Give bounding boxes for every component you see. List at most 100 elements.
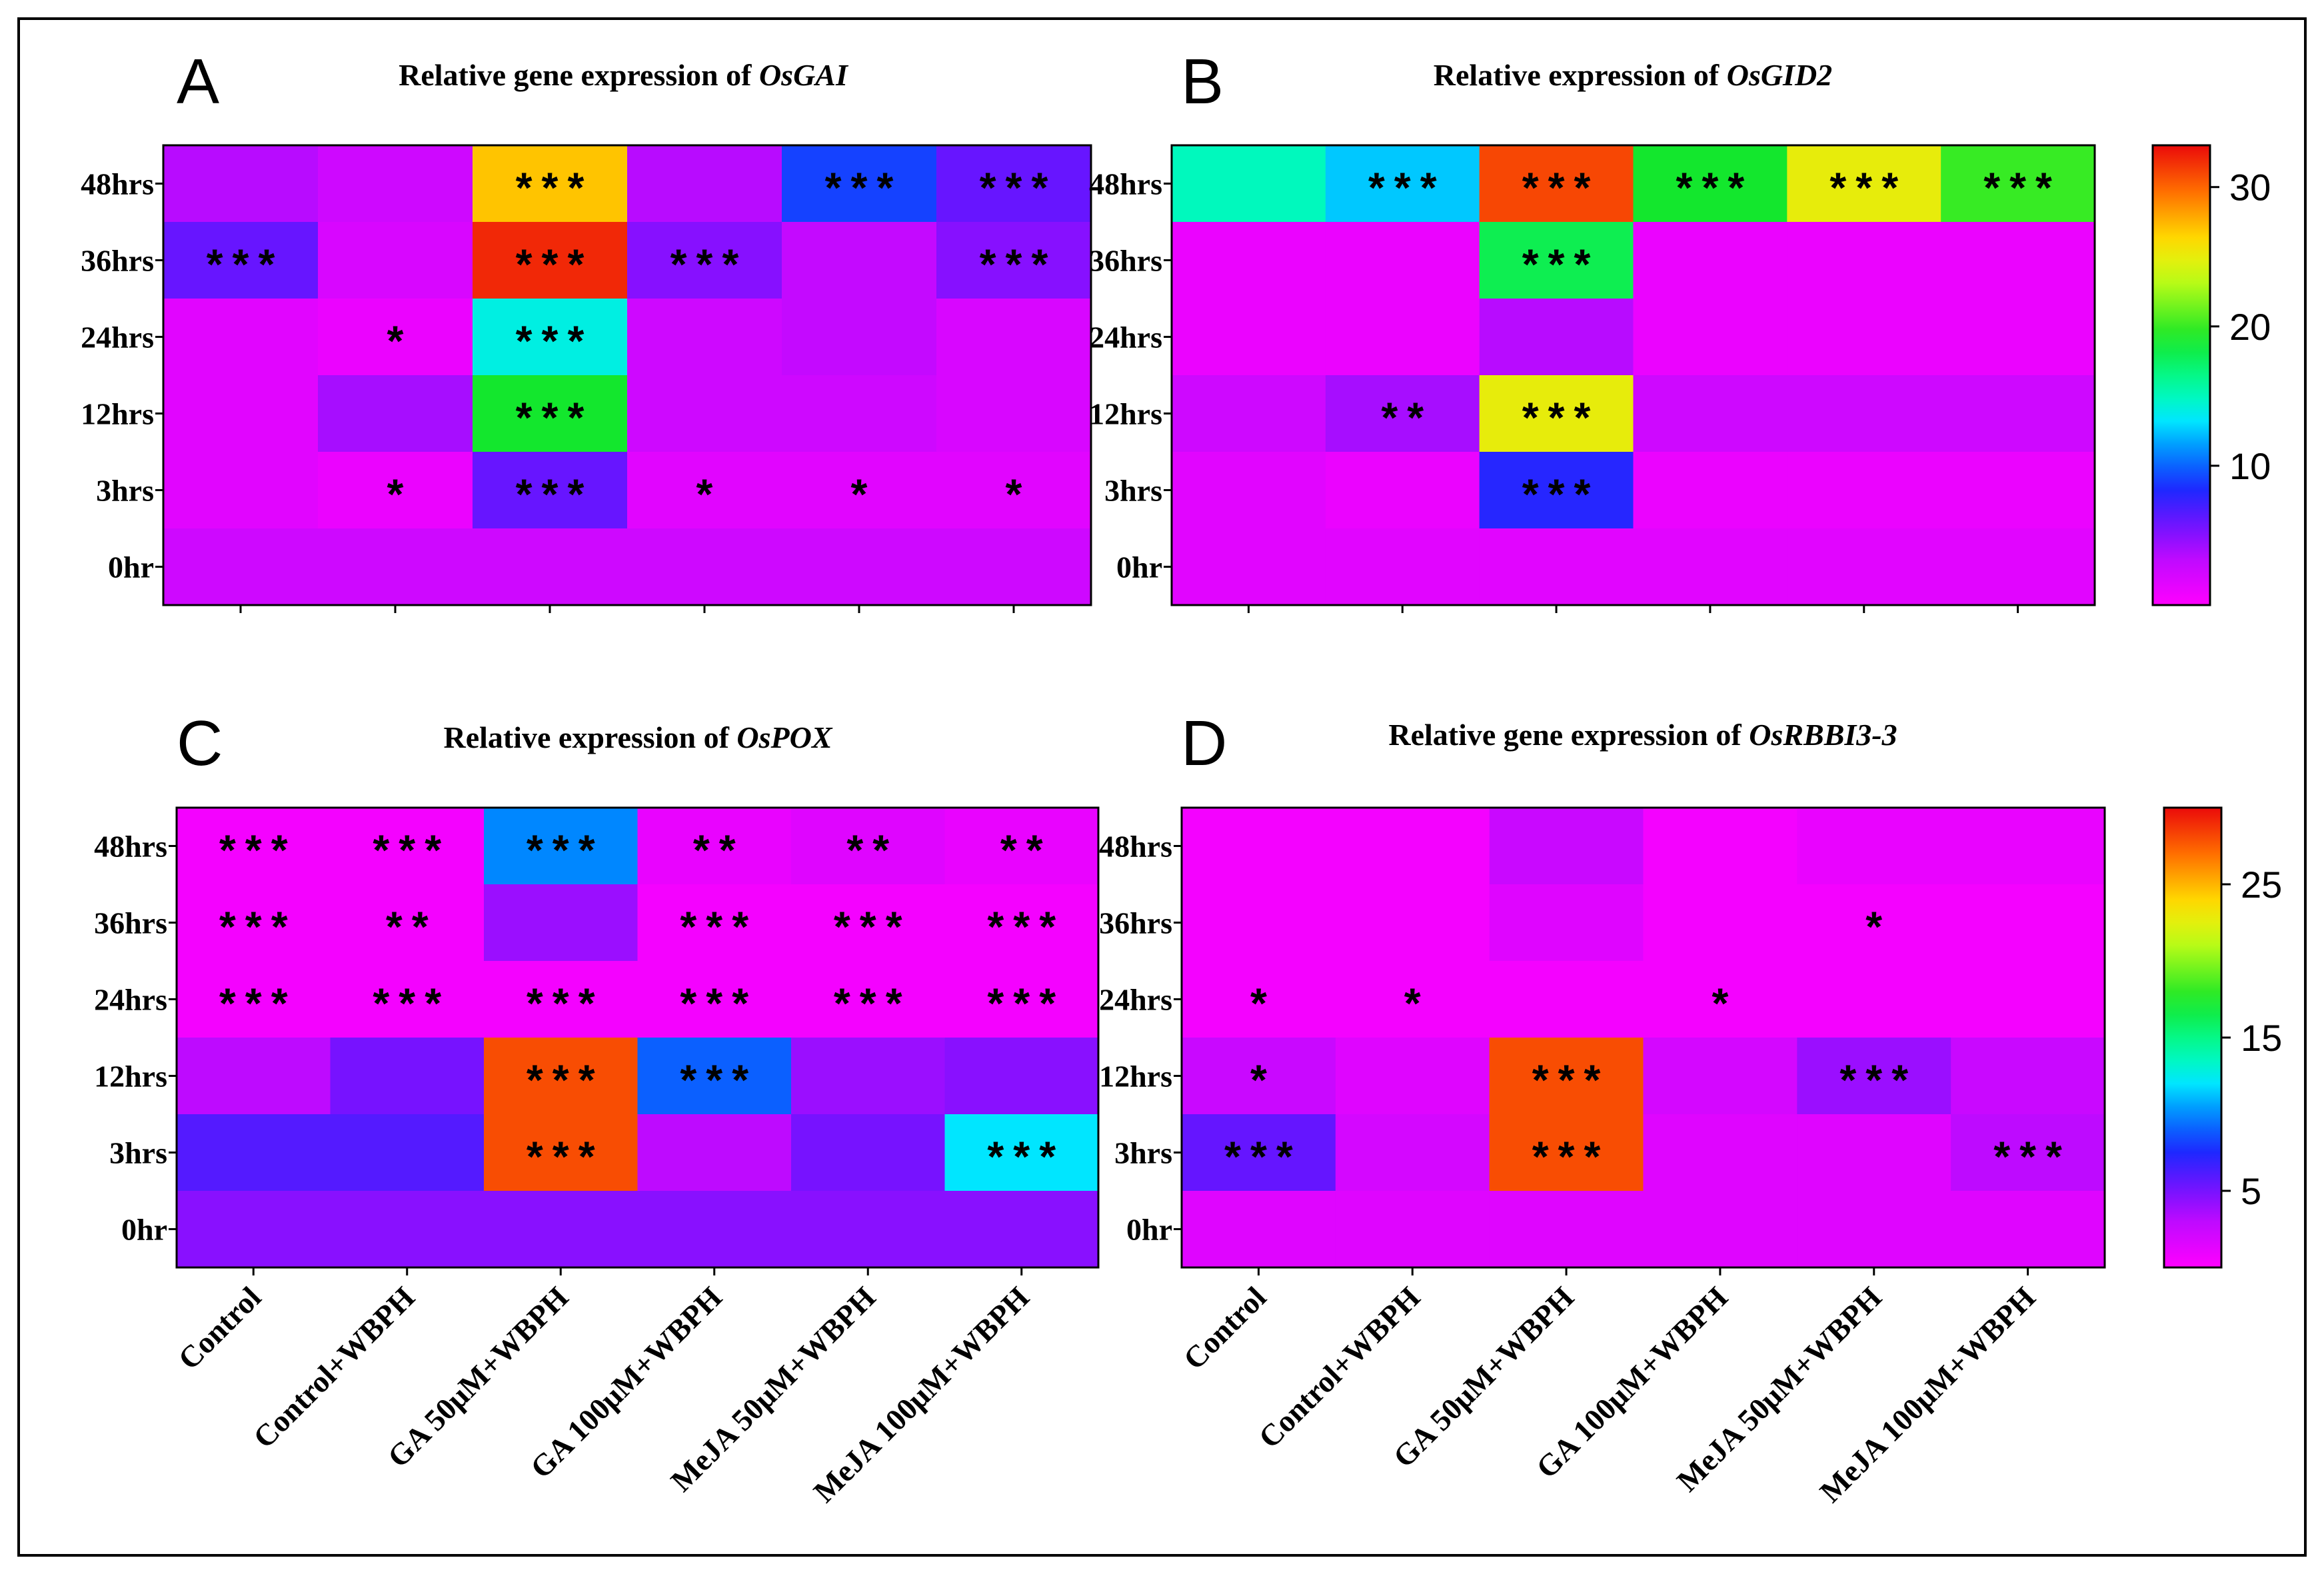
heatmap-cell (330, 961, 485, 1038)
significance-marker: ** (1000, 826, 1052, 874)
heatmap-cell (177, 1114, 331, 1191)
significance-marker: * (1404, 980, 1430, 1028)
panel-title: Relative expression of OsGID2 (1434, 58, 1832, 92)
heatmap-cell (782, 528, 937, 606)
row-label: 12hrs (94, 1060, 167, 1094)
heatmap-cell (1172, 452, 1326, 529)
heatmap-cell (163, 375, 319, 452)
significance-marker: *** (373, 980, 451, 1028)
heatmap-cell (782, 222, 937, 299)
significance-marker: *** (680, 1056, 758, 1104)
heatmap-cell (1797, 808, 1951, 885)
row-label: 0hr (108, 550, 154, 584)
heatmap-cell (1335, 884, 1490, 962)
heatmap-cell (944, 884, 1099, 962)
significance-marker: *** (834, 980, 912, 1028)
heatmap-cell (1633, 222, 1787, 299)
heatmap-cell (1941, 145, 2095, 223)
heatmap-cell (1643, 1191, 1797, 1268)
heatmap-cell (1941, 222, 2095, 299)
significance-marker: *** (1522, 164, 1600, 212)
colorbar-tick-label: 10 (2229, 445, 2271, 487)
significance-marker: *** (1368, 164, 1446, 212)
heatmap-frame (162, 144, 1092, 606)
heatmap-cell (782, 452, 937, 529)
heatmap-cell (177, 961, 331, 1038)
heatmap-cell (1787, 222, 1941, 299)
heatmap-frame (1180, 806, 2106, 1269)
row-label: 0hr (1116, 550, 1162, 584)
heatmap-cell (1633, 528, 1787, 606)
heatmap-cell (1787, 452, 1941, 529)
row-label: 12hrs (81, 397, 154, 431)
heatmap-cell (318, 528, 473, 606)
heatmap-cell (1325, 528, 1480, 606)
heatmap-cell (936, 528, 1092, 606)
panel-letter: A (177, 46, 219, 117)
heatmap-cell (1797, 961, 1951, 1038)
heatmap-cell (782, 375, 937, 452)
heatmap-cell (1335, 961, 1490, 1038)
significance-marker: ** (386, 903, 438, 951)
heatmap-cell (782, 299, 937, 376)
heatmap-cell (1941, 452, 2095, 529)
heatmap-cell (1172, 528, 1326, 606)
heatmap-cell (791, 1114, 946, 1191)
significance-marker: *** (1676, 164, 1754, 212)
panel-title: Relative gene expression of OsGAI (399, 58, 849, 92)
panel-letter: B (1181, 46, 1224, 117)
significance-marker: *** (527, 826, 604, 874)
heatmap-cell (1797, 1114, 1951, 1191)
heatmap-cell (1335, 1038, 1490, 1115)
panel-letter: D (1181, 708, 1227, 779)
heatmap-cell (1643, 961, 1797, 1038)
row-label: 24hrs (1089, 321, 1162, 355)
row-label: 36hrs (1099, 906, 1172, 940)
colorbar-tick-label: 25 (2241, 864, 2282, 906)
significance-marker: *** (680, 980, 758, 1028)
heatmap-cell (1182, 808, 1336, 885)
row-label: 3hrs (109, 1136, 167, 1170)
panel-title-prefix: Relative gene expression of (1388, 718, 1749, 752)
significance-marker: *** (527, 1133, 604, 1181)
row-label: 3hrs (1104, 474, 1162, 508)
heatmap-cell (1172, 145, 1326, 223)
heatmap-cell (1489, 1191, 1644, 1268)
row-label: 0hr (1126, 1213, 1172, 1247)
heatmap-cell (944, 808, 1099, 885)
heatmap-cell (473, 528, 628, 606)
heatmap-cell (627, 145, 782, 223)
heatmap-cell (484, 1191, 638, 1268)
heatmap-cell (791, 1038, 946, 1115)
significance-marker: *** (1983, 164, 2061, 212)
heatmap-cell (163, 299, 319, 376)
significance-marker: *** (1532, 1056, 1610, 1104)
heatmap-cell (1479, 375, 1634, 452)
heatmap-cell (330, 1191, 485, 1268)
colorbar-tick-label: 5 (2241, 1170, 2261, 1212)
heatmap-frame (1170, 144, 2096, 606)
significance-marker: *** (670, 241, 748, 289)
heatmap-cell (1633, 299, 1787, 376)
panel-letter: C (177, 708, 223, 779)
heatmap-cell (1325, 375, 1480, 452)
heatmap-cell (1787, 145, 1941, 223)
heatmap-cell (1489, 961, 1644, 1038)
colorbar-tick-label: 20 (2229, 306, 2271, 348)
heatmap-cell (1479, 452, 1634, 529)
heatmap-cell (1325, 452, 1480, 529)
significance-marker: *** (1522, 470, 1600, 518)
significance-marker: *** (219, 980, 297, 1028)
significance-marker: *** (219, 826, 297, 874)
heatmap-cell (1489, 884, 1644, 962)
heatmap-cell (318, 299, 473, 376)
panel-title: Relative expression of OsPOX (443, 720, 832, 754)
row-label: 36hrs (1089, 244, 1162, 278)
row-label: 48hrs (1099, 830, 1172, 864)
colorbar-tick-label: 30 (2229, 167, 2271, 209)
significance-marker: *** (1829, 164, 1907, 212)
heatmap-cell (318, 375, 473, 452)
heatmap-cell (163, 145, 319, 223)
heatmap-cell (177, 1191, 331, 1268)
heatmap-cell (1172, 299, 1326, 376)
